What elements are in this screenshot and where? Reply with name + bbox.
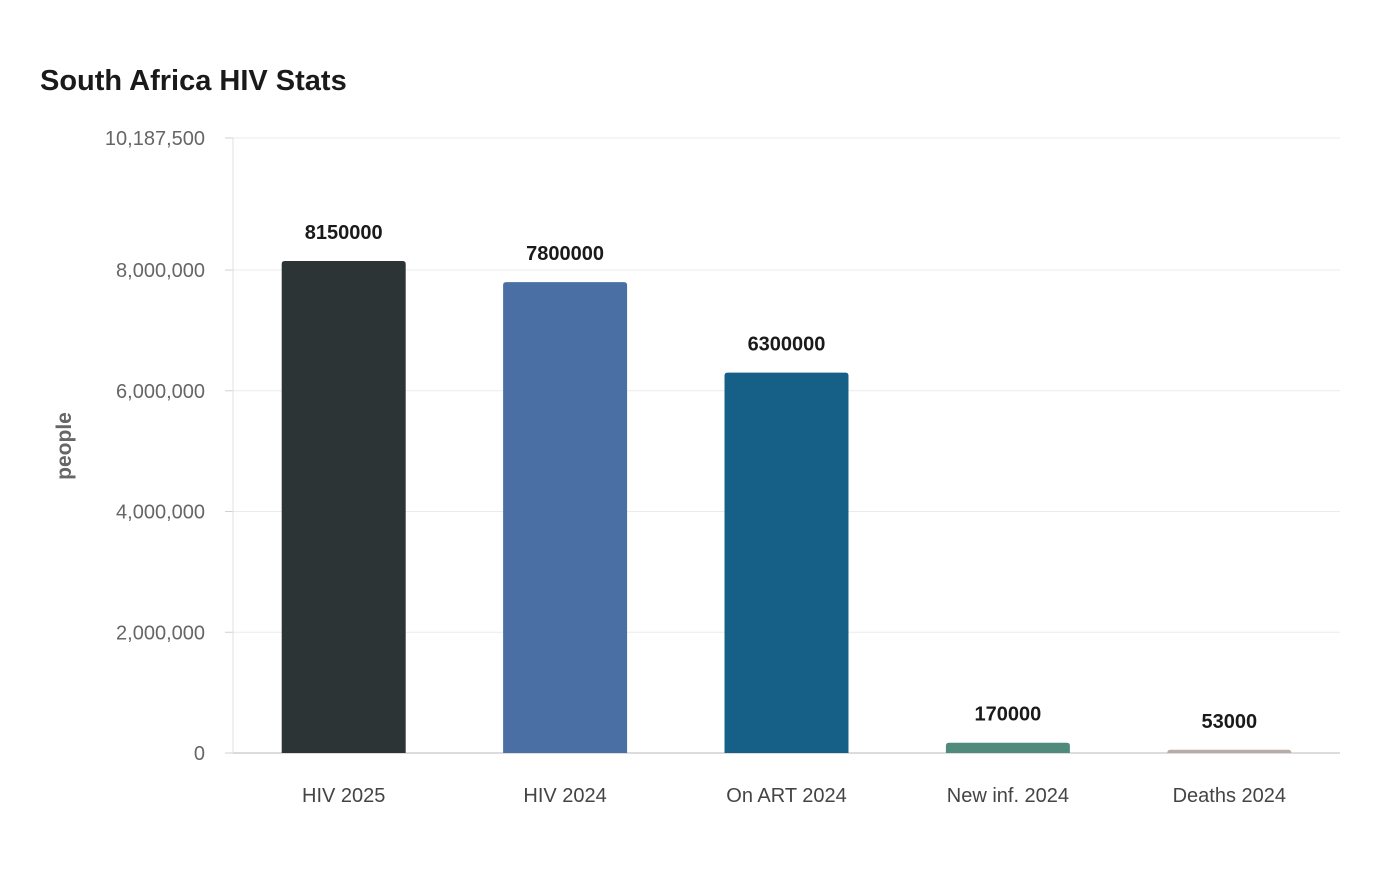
data-label: 53000 [1201,711,1257,733]
chart-title: South Africa HIV Stats [40,65,347,97]
y-tick-label: 8,000,000 [116,260,205,282]
data-label: 170000 [975,704,1042,726]
x-tick-label: HIV 2025 [302,785,385,807]
y-tick-label: 6,000,000 [116,381,205,403]
bar [724,372,849,753]
data-label: 7800000 [526,243,604,265]
x-tick-label: HIV 2024 [523,785,606,807]
x-tick-label: New inf. 2024 [947,785,1069,807]
data-label: 6300000 [748,334,826,356]
bar [503,282,628,753]
data-label: 8150000 [305,222,383,244]
bar [945,742,1070,753]
y-tick-label: 10,187,500 [105,128,205,150]
y-tick-label: 0 [194,743,205,765]
bar [1167,749,1292,753]
y-tick-label: 2,000,000 [116,622,205,644]
y-tick-label: 4,000,000 [116,502,205,524]
y-axis-label: people [53,412,76,480]
bar [281,261,406,753]
x-tick-label: Deaths 2024 [1173,785,1286,807]
x-tick-label: On ART 2024 [726,785,846,807]
